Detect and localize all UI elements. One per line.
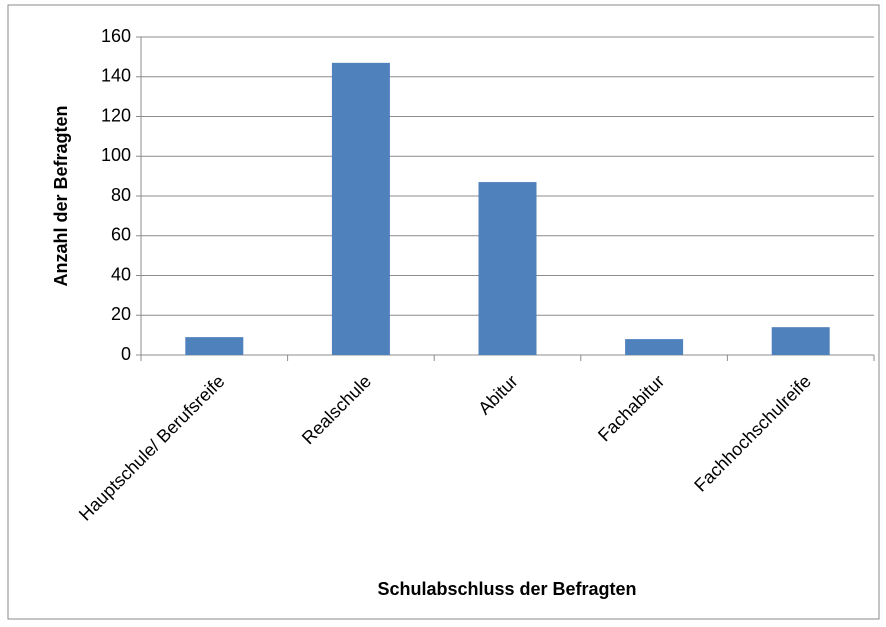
bar [185,337,244,355]
y-axis-title: Anzahl der Befragten [51,105,71,286]
y-tick-label: 120 [101,105,131,125]
y-tick-label: 160 [101,26,131,46]
bar [331,62,390,356]
x-axis-title: Schulabschluss der Befragten [377,579,636,599]
y-tick-label: 100 [101,145,131,165]
y-tick-label: 20 [111,304,131,324]
chart-frame [7,4,880,620]
y-tick-label: 40 [111,264,131,284]
y-tick-label: 140 [101,66,131,86]
y-tick-label: 80 [111,185,131,205]
bar [625,339,684,355]
bar [478,182,537,355]
bar [771,327,830,355]
y-tick-label: 60 [111,225,131,245]
y-tick-label: 0 [121,344,131,364]
